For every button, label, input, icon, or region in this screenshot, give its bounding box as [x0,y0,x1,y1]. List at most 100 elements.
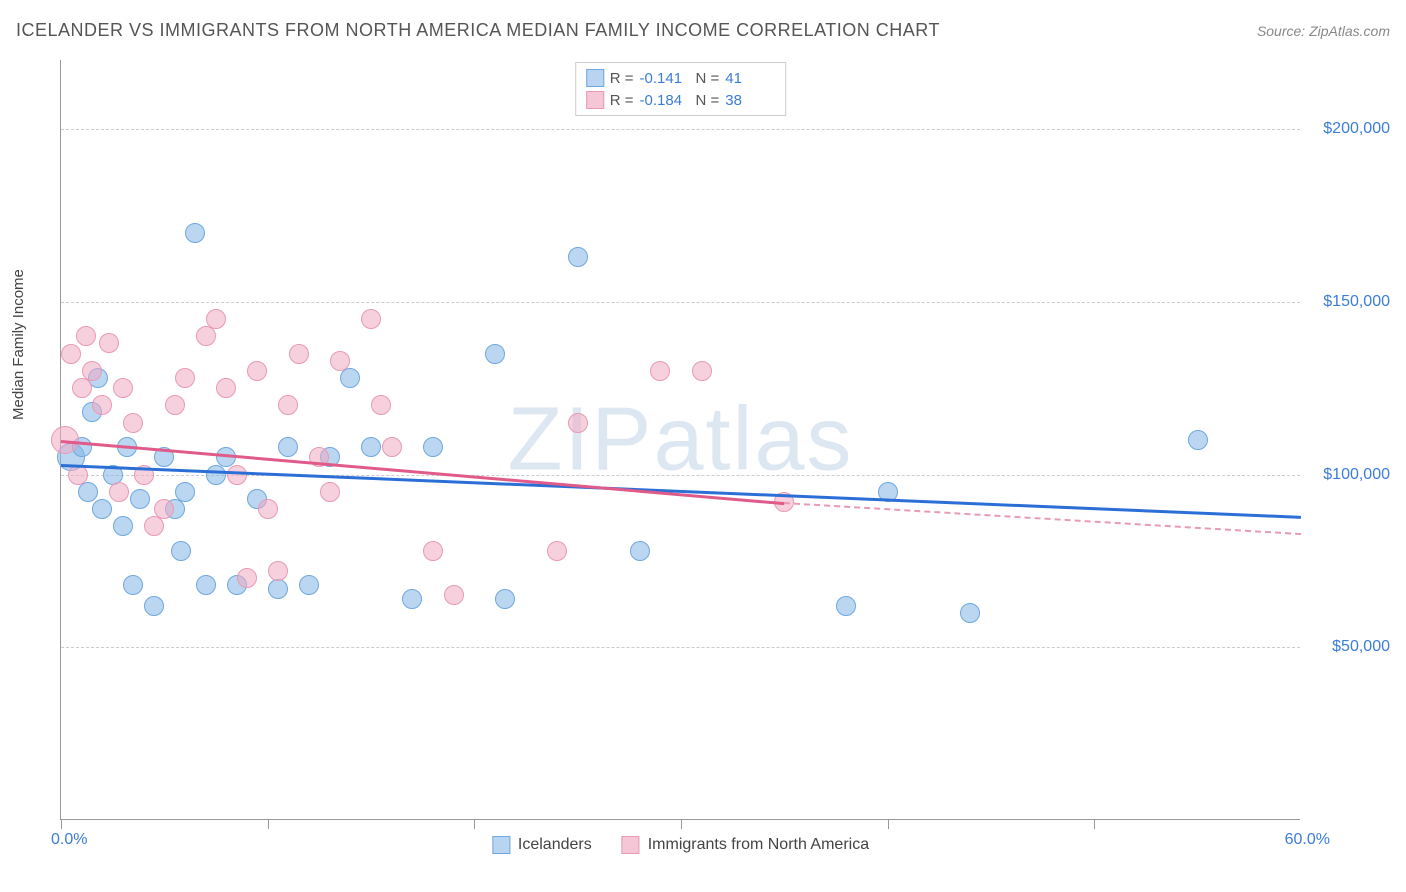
scatter-point [123,413,143,433]
y-tick-label: $200,000 [1310,120,1390,138]
scatter-point [371,395,391,415]
scatter-point [78,482,98,502]
legend-swatch [586,69,604,87]
scatter-point [109,482,129,502]
x-tick [61,819,62,829]
x-tick [474,819,475,829]
scatter-point [165,395,185,415]
scatter-point [185,223,205,243]
scatter-point [154,499,174,519]
scatter-point [423,541,443,561]
y-tick-label: $150,000 [1310,293,1390,311]
legend-series-label: Immigrants from North America [648,836,869,854]
n-label: N = [696,92,720,109]
scatter-point [206,465,226,485]
x-tick [888,819,889,829]
scatter-point [196,326,216,346]
scatter-point [568,247,588,267]
scatter-point [68,465,88,485]
legend-swatch [622,836,640,854]
gridline-h [61,302,1300,303]
scatter-point [650,361,670,381]
scatter-point [836,596,856,616]
scatter-point [258,499,278,519]
scatter-point [113,516,133,536]
legend-correlation-row: R = -0.184 N = 38 [586,89,776,111]
legend-correlation: R =-0.141N =41R =-0.184N =38 [575,62,787,116]
scatter-point [144,516,164,536]
legend-series-label: Icelanders [518,836,592,854]
scatter-point [485,344,505,364]
n-label: N = [696,70,720,87]
scatter-point [82,361,102,381]
x-limit-label: 60.0% [1285,831,1330,849]
scatter-point [340,368,360,388]
scatter-point [278,437,298,457]
scatter-point [299,575,319,595]
scatter-point [72,378,92,398]
scatter-point [171,541,191,561]
scatter-point [268,579,288,599]
y-tick-label: $100,000 [1310,466,1390,484]
r-label: R = [610,92,634,109]
scatter-point [92,395,112,415]
scatter-point [113,378,133,398]
gridline-h [61,647,1300,648]
scatter-point [175,482,195,502]
scatter-point [289,344,309,364]
scatter-point [495,589,515,609]
plot-area: ZIPatlas R =-0.141N =41R =-0.184N =38 Ic… [60,60,1300,820]
scatter-point [568,413,588,433]
scatter-point [278,395,298,415]
r-value: -0.141 [640,70,690,87]
scatter-point [61,344,81,364]
scatter-point [247,361,267,381]
scatter-point [237,568,257,588]
scatter-point [92,499,112,519]
chart-title: ICELANDER VS IMMIGRANTS FROM NORTH AMERI… [16,20,940,41]
scatter-point [320,482,340,502]
y-tick-label: $50,000 [1310,638,1390,656]
n-value: 38 [725,92,775,109]
scatter-point [402,589,422,609]
scatter-point [268,561,288,581]
scatter-point [130,489,150,509]
scatter-point [76,326,96,346]
source-label: Source: ZipAtlas.com [1257,23,1390,39]
legend-series: Icelanders Immigrants from North America [492,836,869,854]
scatter-point [227,465,247,485]
legend-swatch [492,836,510,854]
scatter-point [960,603,980,623]
x-tick [268,819,269,829]
scatter-point [1188,430,1208,450]
watermark-text: ZIPatlas [507,388,853,491]
scatter-point [361,309,381,329]
scatter-point [444,585,464,605]
legend-correlation-row: R =-0.141N =41 [586,67,776,89]
scatter-point [423,437,443,457]
y-axis-label: Median Family Income [10,269,27,420]
scatter-point [175,368,195,388]
legend-series-item: Immigrants from North America [622,836,869,854]
scatter-point [196,575,216,595]
x-limit-label: 0.0% [51,831,87,849]
legend-swatch [586,91,604,109]
r-value: -0.184 [640,92,690,109]
gridline-h [61,129,1300,130]
r-label: R = [610,70,634,87]
scatter-point [216,378,236,398]
scatter-point [547,541,567,561]
scatter-point [99,333,119,353]
scatter-point [123,575,143,595]
legend-series-item: Icelanders [492,836,592,854]
scatter-point [144,596,164,616]
gridline-h [61,475,1300,476]
scatter-point [330,351,350,371]
x-tick [1094,819,1095,829]
x-tick [681,819,682,829]
trend-line [61,464,1301,518]
scatter-point [630,541,650,561]
scatter-point [206,309,226,329]
scatter-point [692,361,712,381]
scatter-point [382,437,402,457]
